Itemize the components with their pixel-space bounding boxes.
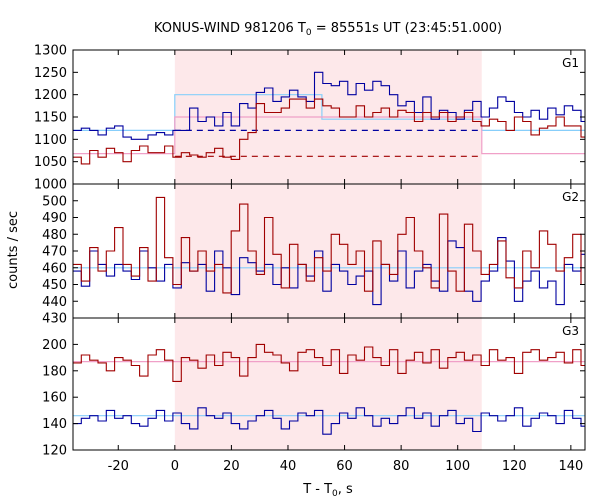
panels: 1000105011001150120012501300G14304404504…	[34, 44, 586, 474]
chart-title-main: KONUS-WIND 981206 T	[154, 21, 306, 36]
y-tick-label: 440	[42, 295, 67, 310]
y-tick-label: 430	[42, 312, 67, 327]
y-tick-label: 120	[42, 444, 67, 459]
x-axis-title-main: T - T	[302, 482, 332, 497]
panel-g3: 120 140 160 180 200 G3	[42, 317, 586, 459]
y-tick-label: 1250	[34, 66, 67, 81]
y-tick-label: 480	[42, 228, 67, 243]
y-tick-label: 460	[42, 261, 67, 276]
y-tick-label: 160	[42, 391, 67, 406]
panel-frame	[72, 317, 586, 451]
y-tick-label: 1000	[34, 178, 67, 193]
y-axis-title: counts / sec	[6, 211, 21, 289]
chart-title: KONUS-WIND 981206 T0 = 85551s UT (23:45:…	[154, 21, 502, 38]
x-tick-label: 20	[223, 459, 240, 474]
x-axis-title: T - T0, s	[302, 482, 353, 499]
x-tick-label: -20	[108, 459, 129, 474]
y-tick-label: 450	[42, 278, 67, 293]
highlight-region	[174, 318, 482, 450]
panel-g1: 1000 1050 1100 1150 1200 1250 1300 G1	[34, 44, 586, 193]
x-axis-title-rest: , s	[338, 482, 353, 497]
x-tick-label: 60	[336, 459, 353, 474]
y-tick-label: 1200	[34, 88, 67, 103]
trace-red	[73, 343, 585, 382]
trace-red	[73, 98, 585, 165]
y-tick-label: 1150	[34, 111, 67, 126]
fit-line-2	[73, 116, 585, 155]
chart-title-sub: 0	[306, 28, 312, 38]
x-tick-label: 40	[280, 459, 297, 474]
chart-title-rest: = 85551s UT (23:45:51.000)	[312, 21, 502, 36]
y-tick-label: 470	[42, 245, 67, 260]
highlight-region	[174, 184, 482, 318]
y-tick-label: 1300	[34, 44, 67, 59]
y-tick-label: 490	[42, 211, 67, 226]
trace-red	[73, 196, 585, 294]
y-tick-label: 500	[42, 194, 67, 209]
y-tick-label: 1050	[34, 155, 67, 170]
x-tick-label: 140	[558, 459, 583, 474]
panel-label: G2	[562, 190, 579, 204]
panel-label: G1	[562, 56, 579, 70]
y-tick-label: 180	[42, 364, 67, 379]
x-tick-label: 0	[171, 459, 179, 474]
x-tick-label: 80	[393, 459, 410, 474]
x-tick-label: 100	[445, 459, 470, 474]
y-tick-label: 1100	[34, 133, 67, 148]
trace-blue	[73, 71, 585, 140]
panel-label: G3	[562, 324, 579, 338]
trace-blue	[73, 407, 585, 435]
trace-blue	[73, 237, 585, 306]
x-tick-label: 120	[502, 459, 527, 474]
y-tick-label: 200	[42, 338, 67, 353]
x-axis-title-sub: 0	[332, 489, 338, 499]
y-tick-label: 140	[42, 417, 67, 432]
